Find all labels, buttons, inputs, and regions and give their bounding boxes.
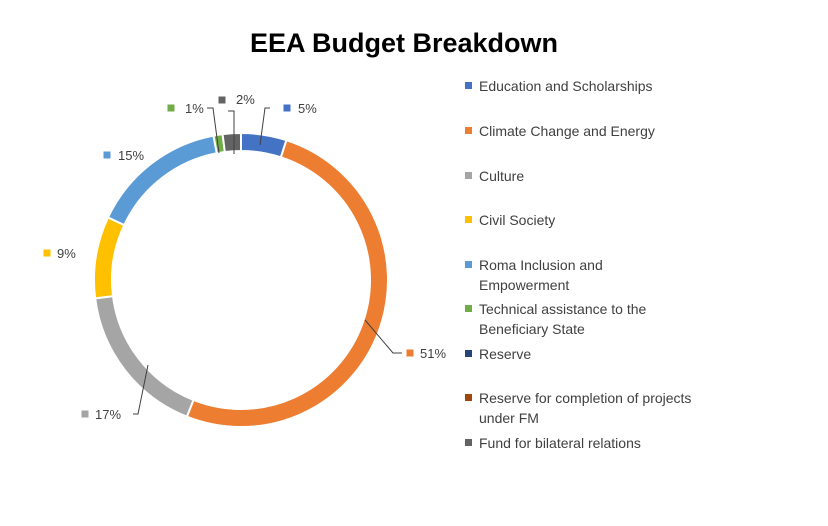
legend-label: Culture	[479, 168, 525, 184]
data-label-fund-for-bilateral-relations: 2%	[236, 92, 255, 107]
data-label-education-and-scholarships: 5%	[298, 101, 317, 116]
data-label-swatch-technical-assistance-to-the-beneficiary-state	[167, 104, 175, 112]
data-label-swatch-roma-inclusion-and-empowerment	[103, 151, 111, 159]
legend-item-civil-society: Civil Society	[465, 210, 695, 230]
slice-education-and-scholarships	[240, 131, 288, 159]
data-label-climate-change-and-energy: 51%	[420, 346, 446, 361]
data-label-swatch-fund-for-bilateral-relations	[218, 96, 226, 104]
legend-item-roma-inclusion-and-empowerment: Roma Inclusion and Empowerment	[465, 255, 695, 295]
leader-line-education-and-scholarships	[259, 107, 270, 146]
legend-label: Reserve for completion of projects under…	[479, 390, 692, 426]
legend-item-reserve: Reserve	[465, 344, 695, 364]
slice-civil-society	[93, 216, 126, 300]
legend-label: Reserve	[479, 346, 532, 362]
data-label-swatch-education-and-scholarships	[283, 104, 291, 112]
data-label-swatch-civil-society	[43, 249, 51, 257]
legend-swatch	[465, 216, 472, 223]
data-label-culture: 17%	[95, 407, 121, 422]
legend-item-technical-assistance-to-the-beneficiary-state: Technical assistance to the Beneficiary …	[465, 299, 695, 339]
legend-swatch	[465, 82, 472, 89]
legend-item-education-and-scholarships: Education and Scholarships	[465, 76, 695, 96]
legend-label: Roma Inclusion and Empowerment	[479, 257, 603, 293]
legend-swatch	[465, 439, 472, 446]
data-label-civil-society: 9%	[57, 246, 76, 261]
leader-line-fund-for-bilateral-relations	[228, 110, 235, 154]
slice-climate-change-and-energy	[185, 138, 389, 428]
legend-item-fund-for-bilateral-relations: Fund for bilateral relations	[465, 433, 695, 453]
data-label-roma-inclusion-and-empowerment: 15%	[118, 148, 144, 163]
data-label-technical-assistance-to-the-beneficiary-state: 1%	[185, 101, 204, 116]
chart-title: EEA Budget Breakdown	[249, 28, 559, 58]
legend-swatch	[465, 305, 472, 312]
legend-item-climate-change-and-energy: Climate Change and Energy	[465, 121, 695, 141]
data-label-swatch-culture	[81, 410, 89, 418]
legend-swatch	[465, 394, 472, 401]
leader-line-technical-assistance-to-the-beneficiary-state	[207, 107, 220, 154]
legend-item-culture: Culture	[465, 166, 695, 186]
legend-label: Civil Society	[479, 212, 556, 228]
legend-swatch	[465, 172, 472, 179]
legend-swatch	[465, 127, 472, 134]
leader-line-culture	[133, 364, 149, 415]
legend-item-reserve-for-completion-of-projects-under-fm: Reserve for completion of projects under…	[465, 388, 695, 428]
slice-fund-for-bilateral-relations	[221, 131, 242, 154]
legend-label: Climate Change and Energy	[479, 123, 655, 139]
slice-culture	[94, 295, 195, 418]
legend-label: Fund for bilateral relations	[479, 435, 641, 451]
legend-label: Education and Scholarships	[479, 78, 653, 94]
leader-line-climate-change-and-energy	[364, 319, 402, 354]
legend-label: Technical assistance to the Beneficiary …	[479, 301, 647, 337]
legend-swatch	[465, 350, 472, 357]
legend-swatch	[465, 261, 472, 268]
data-label-swatch-climate-change-and-energy	[406, 349, 414, 357]
